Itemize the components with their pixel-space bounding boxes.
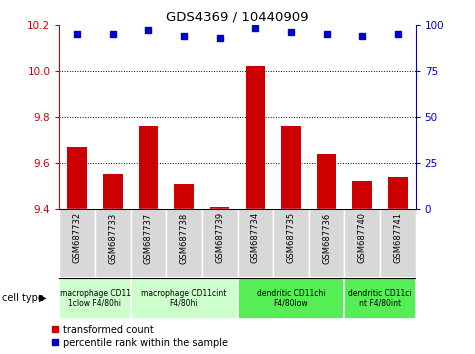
Title: GDS4369 / 10440909: GDS4369 / 10440909 <box>166 11 309 24</box>
Bar <box>202 209 238 278</box>
Text: ▶: ▶ <box>39 293 47 303</box>
Bar <box>246 66 265 209</box>
Text: GSM687739: GSM687739 <box>215 212 224 263</box>
Bar <box>238 209 273 278</box>
Bar <box>344 278 416 319</box>
Bar <box>103 174 123 209</box>
Bar <box>238 278 344 319</box>
Bar <box>131 278 238 319</box>
Bar <box>281 126 301 209</box>
Bar <box>139 126 158 209</box>
Text: GSM687740: GSM687740 <box>358 212 367 263</box>
Text: GSM687733: GSM687733 <box>108 212 117 264</box>
Text: GSM687734: GSM687734 <box>251 212 260 263</box>
Bar <box>388 177 408 209</box>
Text: dendritic CD11chi
F4/80low: dendritic CD11chi F4/80low <box>256 289 325 308</box>
Text: macrophage CD11
1clow F4/80hi: macrophage CD11 1clow F4/80hi <box>59 289 131 308</box>
Bar <box>59 209 95 278</box>
Bar <box>131 209 166 278</box>
Bar <box>59 278 131 319</box>
Text: GSM687738: GSM687738 <box>180 212 189 264</box>
Text: macrophage CD11cint
F4/80hi: macrophage CD11cint F4/80hi <box>142 289 227 308</box>
Bar <box>67 147 87 209</box>
Text: GSM687732: GSM687732 <box>73 212 82 263</box>
Text: GSM687741: GSM687741 <box>393 212 402 263</box>
Bar <box>273 209 309 278</box>
Text: cell type: cell type <box>2 293 44 303</box>
Text: GSM687735: GSM687735 <box>286 212 295 263</box>
Bar <box>344 209 380 278</box>
Bar <box>380 209 416 278</box>
Text: GSM687736: GSM687736 <box>322 212 331 264</box>
Bar <box>309 209 344 278</box>
Bar <box>174 183 194 209</box>
Bar <box>317 154 336 209</box>
Text: dendritic CD11ci
nt F4/80int: dendritic CD11ci nt F4/80int <box>348 289 412 308</box>
Bar <box>95 209 131 278</box>
Text: GSM687737: GSM687737 <box>144 212 153 264</box>
Bar <box>166 209 202 278</box>
Legend: transformed count, percentile rank within the sample: transformed count, percentile rank withi… <box>51 325 228 348</box>
Bar <box>352 181 372 209</box>
Bar <box>210 206 229 209</box>
